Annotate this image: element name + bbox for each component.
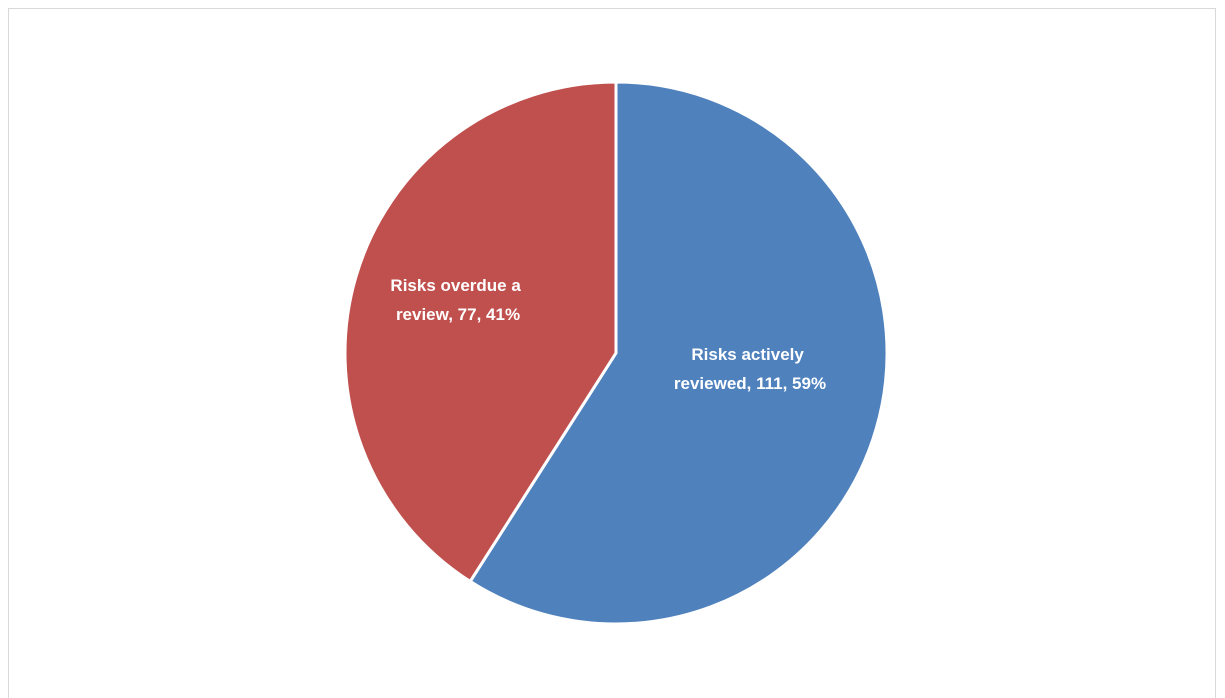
slice-label-line: review, 77, 41% [396, 305, 520, 324]
pie-slices [343, 80, 889, 626]
slice-label-line: Risks overdue a [390, 276, 521, 295]
slice-label-risks-actively-reviewed: Risks actively reviewed, 111, 59% [674, 345, 826, 393]
slice-label-line: Risks actively [691, 345, 804, 364]
pie-slice-risks-overdue-a-review [343, 80, 618, 583]
slice-label-line: reviewed, 111, 59% [674, 374, 826, 393]
pie-slice-risks-actively-reviewed [468, 80, 889, 626]
slice-labels: Risks actively reviewed, 111, 59% Risks … [390, 276, 826, 393]
slice-label-risks-overdue: Risks overdue a review, 77, 41% [390, 276, 525, 324]
